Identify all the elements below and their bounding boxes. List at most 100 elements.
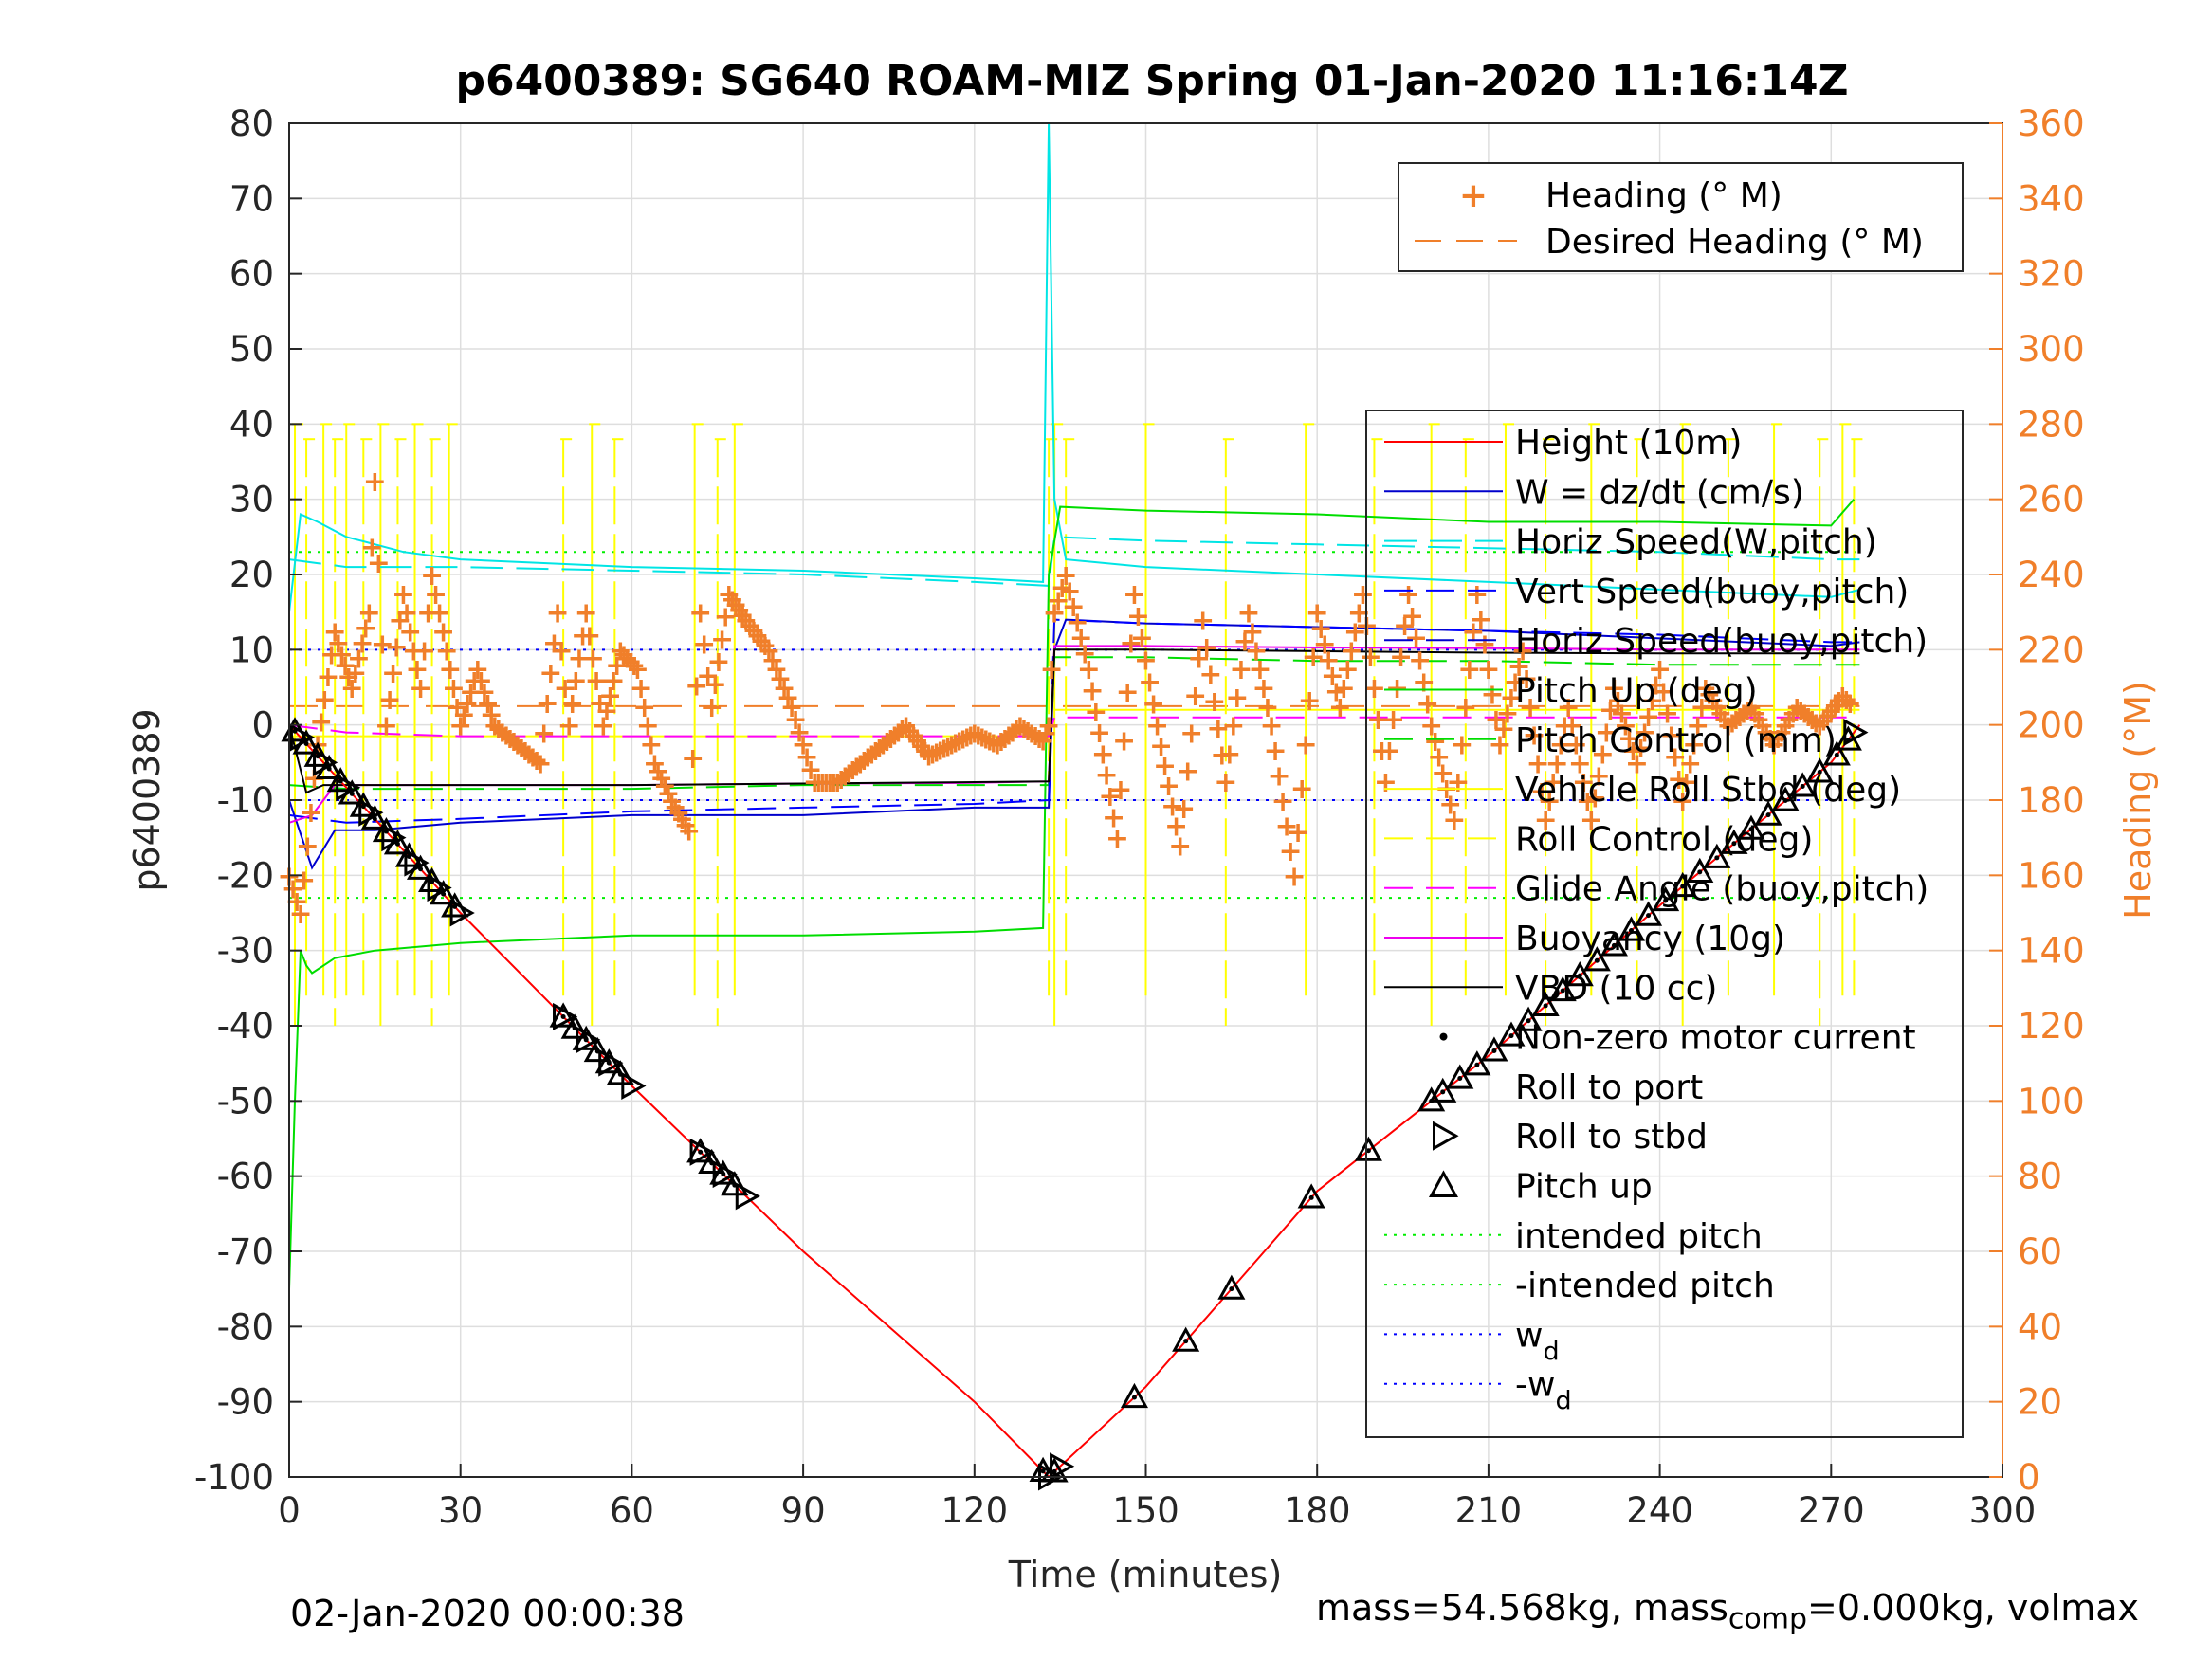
heading-marker: + [1080,674,1104,707]
heading-marker: + [1438,788,1462,821]
heading-marker: + [706,646,730,679]
heading-marker: + [486,713,510,746]
heading-marker: + [1648,653,1672,686]
right-tick-label: 220 [2018,629,2085,670]
heading-marker: + [1750,710,1774,743]
heading-marker: + [1514,663,1538,696]
heading-marker: + [1263,735,1287,768]
heading-marker: + [753,629,777,663]
motor-current-dot [1365,1148,1371,1154]
y-tick-label: 10 [229,629,274,670]
heading-marker: + [395,597,419,630]
heading-marker: + [721,583,744,616]
heading-marker: + [1023,720,1047,753]
heading-marker: + [1126,600,1150,633]
heading-marker: + [409,672,432,705]
heading-marker: + [1823,690,1847,723]
heading-marker: + [1058,575,1082,609]
heading-marker: + [943,727,967,760]
heading-marker: + [1510,634,1534,667]
heading-marker: + [1069,622,1093,655]
heading-marker: + [734,605,758,638]
right-tick-label: 180 [2018,780,2085,821]
heading-marker: + [1116,676,1140,709]
heading-marker: + [333,649,356,683]
main-legend-box [1365,410,1964,1438]
heading-marker: + [1161,790,1184,823]
heading-marker: + [1804,706,1828,739]
heading-marker: + [714,601,738,634]
heading-marker: + [472,676,496,709]
right-tick-label: 120 [2018,1006,2085,1047]
heading-marker: + [392,578,415,611]
legend-heading-marker: + [1459,176,1488,215]
heading-marker: + [1191,605,1215,638]
heading-marker: + [1298,684,1322,718]
roll-stbd-marker [689,1138,715,1166]
heading-marker: + [381,657,405,690]
heading-marker: + [1610,697,1634,730]
heading-marker: + [592,710,615,743]
roll-stbd-marker [381,824,407,852]
pitch-up-marker [1548,975,1577,1002]
heading-marker: + [818,766,842,799]
heading-marker: + [989,725,1013,758]
pitch-up-marker [1480,1036,1508,1062]
heading-marker: + [1112,725,1136,758]
heading-marker: + [1000,716,1024,749]
right-tick-label: 20 [2018,1382,2062,1423]
heading-marker: + [955,721,978,755]
heading-marker: + [622,649,646,683]
heading-marker: + [1290,773,1314,806]
pitch-control-line [288,656,1860,791]
heading-marker: + [1408,644,1432,677]
heading-marker: + [864,735,887,768]
pitch-up-marker [1788,772,1817,797]
motor-current-dot [1560,988,1565,994]
motor-current-dot [1440,1089,1446,1095]
heading-marker: + [629,672,652,705]
motor-current-dot [1646,913,1652,919]
heading-marker: + [692,629,716,662]
heading-marker: + [577,619,601,652]
x-tick-label: 210 [1455,1490,1523,1531]
pitch-up-marker [560,1013,589,1039]
heading-marker: + [1325,675,1348,708]
motor-current-dot [1697,869,1703,875]
heading-marker: + [435,634,459,667]
heading-marker: + [917,739,941,773]
motor-current-dot [698,1149,704,1155]
heading-marker: + [883,720,906,753]
heading-marker: + [656,777,680,811]
heading-marker: + [357,597,381,630]
right-axis-ticks: 0 20 40 60 80 100 120 140 160 180 200 220 240 260 280 3… [1989,103,2085,1498]
motor-current-dot [1594,957,1600,963]
heading-marker: + [375,710,398,743]
heading-marker: + [1027,722,1051,756]
heading-marker: + [1793,697,1817,730]
heading-marker: + [890,713,914,746]
heading-marker: + [1831,680,1855,713]
heading-marker: + [1381,703,1405,737]
right-tick-label: 160 [2018,855,2085,896]
heading-marker: + [1328,691,1352,724]
footer-mass: mass=54.568kg, masscomp=0.000kg, volmax [1316,1587,2139,1636]
motor-current-dot [1782,798,1788,804]
heading-marker: + [483,710,506,743]
heading-marker: + [1138,665,1161,699]
heading-marker: + [1051,572,1074,605]
heading-marker: + [1340,634,1363,667]
pitch-up-marker [594,1048,623,1074]
heading-marker: + [799,754,823,787]
heading-marker: + [1746,703,1770,737]
heading-marker: + [509,732,533,765]
pitch-up-marker [1217,1274,1246,1300]
pitch-up-marker [1617,916,1646,941]
heading-marker: + [459,676,483,709]
right-tick-label: 260 [2018,480,2085,520]
heading-marker: + [1690,691,1713,724]
heading-marker: + [1534,804,1558,837]
heading-marker: + [513,735,537,768]
horiz-speed-line [288,122,1860,612]
x-tick-label: 60 [610,1490,654,1531]
